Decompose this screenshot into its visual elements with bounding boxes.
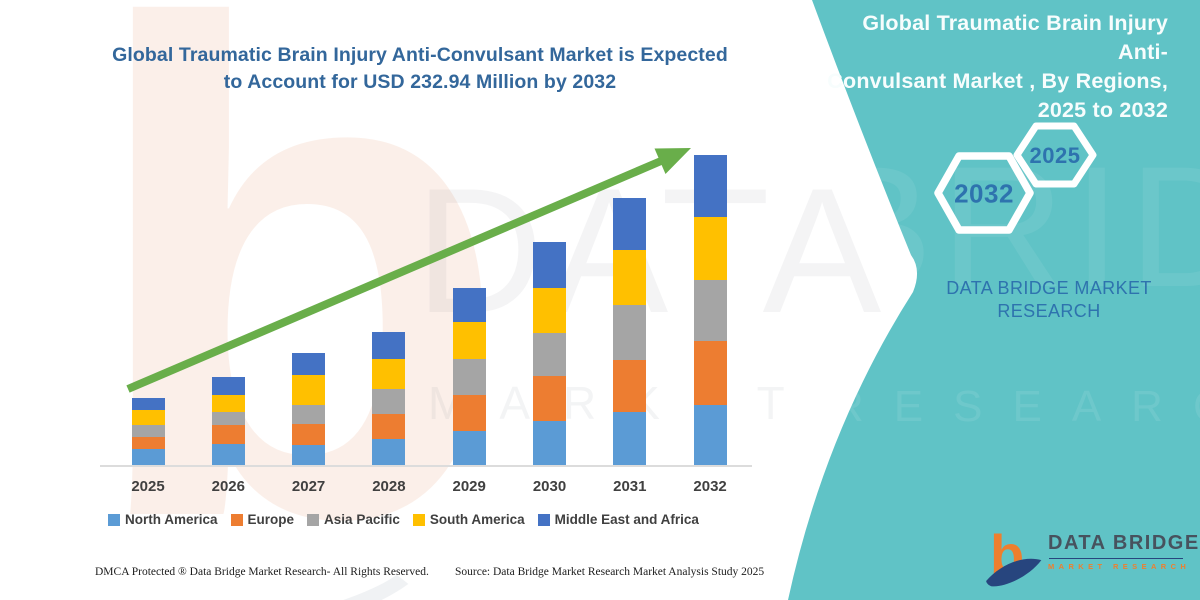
panel-title-line1: Global Traumatic Brain Injury Anti- [862, 11, 1168, 64]
x-axis-label-2028: 2028 [372, 478, 406, 495]
bar-segment-2027-asia-pacific [292, 405, 326, 424]
dmca-notice: DMCA Protected ® Data Bridge Market Rese… [95, 566, 429, 578]
x-axis-line [100, 465, 752, 467]
chart-title-line1: Global Traumatic Brain Injury Anti-Convu… [112, 44, 728, 66]
panel-brand-text: DATA BRIDGE MARKET RESEARCH [938, 277, 1160, 323]
bar-segment-2025-south-america [131, 409, 165, 426]
panel-brand-line1: DATA BRIDGE MARKET [946, 278, 1152, 298]
legend-swatch [307, 513, 320, 526]
legend-item-north-america: North America [108, 512, 218, 527]
bar-segment-2032-asia-pacific [693, 279, 727, 341]
bar-segment-2028-asia-pacific [372, 388, 406, 414]
logo-subtitle: MARKET RESEARCH [1048, 562, 1191, 571]
x-axis-label-2032: 2032 [693, 478, 727, 495]
teal-panel-background [788, 0, 1200, 600]
logo-title: DATA BRIDGE [1048, 532, 1200, 554]
legend-item-south-america: South America [412, 512, 525, 527]
legend-swatch [230, 513, 243, 526]
legend-label: South America [429, 512, 525, 527]
bar-segment-2026-north-america [211, 443, 245, 466]
bar-segment-2025-north-america [131, 449, 165, 466]
legend-item-europe: Europe [230, 512, 295, 527]
panel-title: Global Traumatic Brain Injury Anti- Conv… [808, 9, 1168, 125]
bar-segment-2029-north-america [452, 431, 486, 466]
bar-segment-2032-middle-east-and-africa [693, 154, 727, 217]
bar-segment-2025-asia-pacific [131, 425, 165, 437]
chart-title-line2: to Account for USD 232.94 Million by 203… [223, 71, 617, 93]
bar-segment-2026-south-america [211, 394, 245, 413]
legend-swatch [108, 513, 120, 526]
chart-legend: North America Europe Asia Pacific South Ame… [108, 512, 712, 527]
bar-segment-2030-north-america [533, 420, 566, 466]
legend-label: Europe [247, 512, 295, 527]
bar-segment-2032-north-america [693, 405, 727, 466]
hexagon-2032 [934, 152, 1034, 234]
hexagon-year-2032: 2032 [954, 178, 1014, 209]
legend-item-asia-pacific: Asia Pacific [307, 512, 400, 527]
bar-segment-2029-europe [452, 395, 486, 432]
source-note: Source: Data Bridge Market Research Mark… [455, 566, 765, 578]
legend-swatch [537, 513, 550, 526]
bar-segment-2032-europe [693, 340, 727, 406]
legend-label: North America [125, 512, 218, 527]
x-axis-label-2025: 2025 [131, 478, 165, 495]
x-axis-label-2027: 2027 [291, 478, 326, 495]
panel-title-line3: 2025 to 2032 [1037, 98, 1168, 122]
hexagon-2025 [1013, 122, 1097, 188]
panel-title-line2: Convulsant Market , By Regions, [827, 69, 1168, 93]
bar-segment-2031-north-america [613, 412, 647, 466]
legend-label: Middle East and Africa [554, 512, 699, 527]
x-axis-label-2030: 2030 [532, 478, 567, 495]
bar-segment-2026-asia-pacific [211, 412, 245, 426]
bar-segment-2028-north-america [372, 439, 406, 466]
bar-segment-2032-south-america [693, 216, 727, 280]
x-axis-label-2031: 2031 [613, 478, 647, 495]
panel-watermark-research: RESEARCH [832, 382, 1200, 431]
panel-brand-line2: RESEARCH [997, 301, 1101, 321]
databridge-logo-mark: b [986, 524, 1042, 587]
bar-segment-2025-middle-east-and-africa [131, 398, 165, 410]
bar-segment-2027-north-america [292, 444, 326, 466]
bar-segment-2028-europe [372, 413, 406, 440]
hexagon-year-2025: 2025 [1029, 143, 1081, 168]
bar-segment-2026-europe [211, 425, 245, 444]
logo-swoosh [986, 558, 1042, 587]
logo-divider [1049, 558, 1183, 559]
legend-label: Asia Pacific [324, 512, 400, 527]
legend-swatch [412, 513, 425, 526]
databridge-logo: b DATA BRIDGE MARKET RESEARCH [982, 524, 1198, 594]
bar-segment-2025-europe [131, 436, 165, 450]
chart-title: Global Traumatic Brain Injury Anti-Convu… [95, 42, 745, 96]
x-axis-label-2029: 2029 [452, 478, 486, 495]
bar-segment-2027-europe [292, 423, 326, 445]
legend-item-middle-east-and-africa: Middle East and Africa [537, 512, 699, 527]
x-axis-label-2026: 2026 [211, 478, 245, 495]
